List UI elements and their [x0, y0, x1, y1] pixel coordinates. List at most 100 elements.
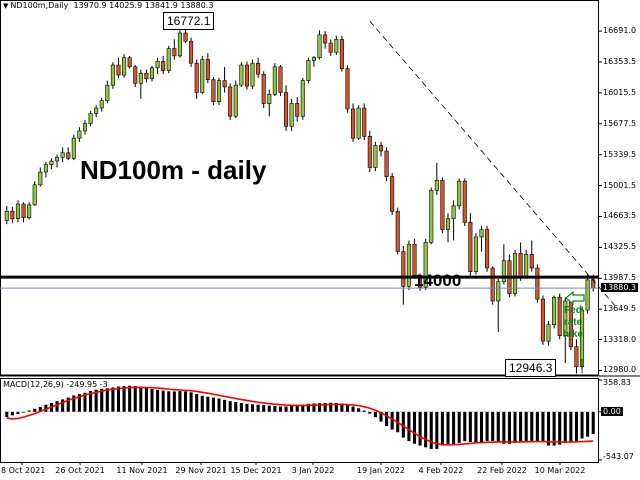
candle-body [518, 253, 523, 278]
candle-body [144, 72, 149, 80]
macd-histogram-bar [245, 403, 249, 412]
macd-histogram-bar [519, 411, 523, 442]
candle-body [323, 34, 328, 44]
candle-body [546, 324, 551, 342]
macd-histogram-bar [94, 389, 98, 412]
macd-histogram-bar [16, 411, 20, 415]
candle-body [77, 130, 82, 139]
candle-body [256, 62, 261, 75]
candle-body [434, 179, 439, 191]
candle-body [43, 164, 48, 173]
macd-histogram-bar [178, 390, 182, 412]
macd-histogram-bar [306, 403, 310, 412]
candle-body [373, 145, 378, 168]
macd-histogram-bar [329, 402, 333, 412]
macd-histogram-bar [5, 411, 9, 418]
macd-histogram-bar [541, 411, 545, 442]
candle-body [55, 157, 60, 162]
collapse-triangle-icon[interactable]: ▼ [3, 2, 9, 10]
candle-body [384, 150, 389, 177]
macd-signal-line [6, 386, 594, 446]
macd-histogram-bar [496, 411, 500, 442]
macd-histogram-bar [552, 411, 556, 446]
macd-histogram-bar [256, 404, 260, 412]
candle-body [250, 62, 255, 87]
macd-histogram-bar [468, 411, 472, 442]
macd-histogram-bar [273, 406, 277, 412]
candle-body [122, 57, 127, 76]
macd-histogram-bar [27, 410, 31, 412]
candle-body [585, 279, 590, 311]
price-tick-label: 15677.5 [603, 118, 637, 128]
time-tick-label: 8 Oct 2021 [1, 466, 46, 475]
candle-body [166, 48, 171, 71]
macd-histogram-bar [206, 396, 210, 412]
macd-histogram-bar [418, 411, 422, 446]
candle-body [261, 73, 266, 104]
macd-histogram-bar [424, 411, 428, 448]
macd-histogram-bar [401, 411, 405, 438]
price-tick-label: 14325.5 [603, 242, 637, 252]
macd-histogram-bar [474, 411, 478, 443]
macd-histogram-bar [351, 406, 355, 412]
macd-histogram-bar [211, 397, 215, 412]
time-tick-label: 26 Oct 2021 [55, 466, 105, 475]
macd-layer [0, 385, 598, 450]
candle-body [339, 39, 344, 69]
fed-word: Fed [564, 305, 582, 316]
candle-body [295, 103, 300, 117]
macd-histogram-bar [586, 411, 590, 437]
candle-body [328, 42, 333, 53]
candle-body [479, 229, 484, 238]
macd-histogram-bar [278, 406, 282, 412]
macd-histogram-bar [357, 408, 361, 412]
time-tick-label: 15 Dec 2021 [230, 466, 282, 475]
time-tick-label: 10 Mar 2022 [534, 466, 586, 475]
macd-tick-label: 358.83 [603, 378, 631, 387]
macd-histogram-bar [223, 399, 227, 412]
candle-body [15, 203, 20, 219]
macd-histogram-bar [312, 403, 316, 412]
macd-histogram-bar [139, 386, 143, 412]
candle-body [183, 32, 188, 42]
price-tick-label: 14663.5 [603, 211, 637, 221]
macd-histogram-bar [10, 411, 14, 416]
macd-histogram-bar [105, 388, 109, 412]
current-price-label: 13880.3 [601, 283, 639, 293]
candle-body [149, 67, 155, 80]
macd-histogram-bar [301, 404, 305, 412]
candle-body [317, 34, 322, 59]
candle-body [267, 93, 272, 104]
price-tick-label: 13649.5 [603, 304, 637, 314]
macd-histogram-bar [507, 411, 511, 444]
candle-body [485, 229, 490, 269]
level-label-14000: 14000 [414, 271, 462, 290]
macd-histogram-bar [385, 411, 389, 427]
candle-body [496, 281, 501, 302]
candle-body [27, 204, 32, 219]
candle-body [222, 80, 227, 88]
candle-body [457, 180, 462, 207]
macd-histogram-bar [44, 404, 48, 412]
candle-body [311, 57, 316, 61]
macd-histogram-bar [55, 401, 59, 412]
macd-histogram-bar [457, 411, 461, 443]
time-tick-label: 3 Jan 2022 [291, 466, 335, 475]
macd-histogram-bar [563, 411, 567, 443]
macd-histogram-bar [61, 399, 65, 412]
rate-word: rate [563, 317, 583, 328]
macd-histogram-bar [290, 406, 294, 412]
candle-body [110, 64, 115, 86]
macd-histogram-bar [558, 411, 562, 445]
macd-histogram-bar [379, 411, 383, 422]
candle-body [418, 275, 423, 288]
candle-body [66, 152, 71, 159]
macd-histogram-bar [446, 411, 450, 445]
macd-histogram-bar [33, 408, 37, 412]
macd-pane-border [0, 378, 599, 463]
candle-body [423, 242, 428, 288]
macd-histogram-bar [524, 411, 528, 442]
time-tick-label: 4 Feb 2022 [418, 466, 464, 475]
